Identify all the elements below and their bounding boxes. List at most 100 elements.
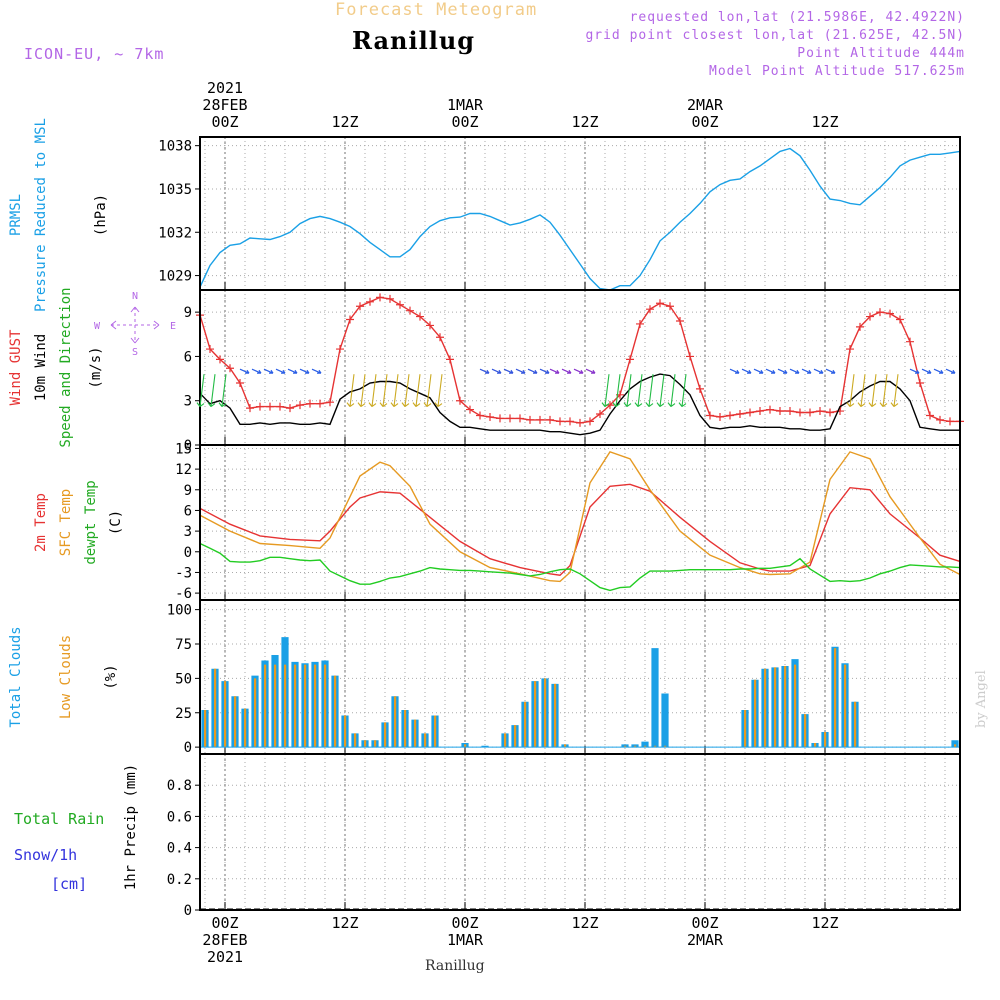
gust-marker <box>846 345 854 354</box>
time-label-bottom: 12Z <box>571 914 598 932</box>
y-tick-label: 50 <box>175 671 192 687</box>
model-point-altitude: Model Point Altitude 517.625m <box>709 64 965 79</box>
y-tick-label: 9 <box>184 483 192 499</box>
y-tick-label: -6 <box>175 586 192 602</box>
gust-marker <box>216 355 224 364</box>
time-label-top: 00Z <box>691 113 718 131</box>
low-cloud-bar <box>334 675 337 748</box>
gust-marker <box>806 408 814 417</box>
wind-speed-arrow <box>890 374 899 408</box>
gust-marker <box>276 402 284 411</box>
y-tick-label: 15 <box>175 441 192 457</box>
low-cloud-bar <box>664 745 667 748</box>
gust-marker <box>686 352 694 361</box>
low-cloud-bar <box>254 678 257 748</box>
time-label-top: 2MAR <box>687 96 724 114</box>
wind-speed-arrow <box>412 374 421 408</box>
gust-marker <box>546 415 554 424</box>
y-tick-label: 0 <box>184 545 192 561</box>
low-cloud-bar <box>624 745 627 748</box>
y-tick-label: 0 <box>184 438 192 454</box>
gust-marker <box>896 315 904 324</box>
gust-marker <box>636 319 644 328</box>
low-cloud-bar <box>534 681 537 748</box>
meteogram-faint-title: Forecast Meteogram <box>335 0 538 20</box>
wind-speed-arrow <box>368 374 377 408</box>
credit-watermark: by Angel <box>974 670 989 728</box>
compass-west-label: W <box>94 321 101 332</box>
wind-direction-arrow <box>549 368 560 374</box>
wind-speed-arrow <box>667 374 676 408</box>
compass-south-label: S <box>132 347 138 358</box>
wind-speed-arrow <box>379 374 388 408</box>
wind-direction-arrow <box>801 368 812 374</box>
wind-speed-arrow <box>423 374 432 408</box>
y-tick-label: 0 <box>184 740 192 756</box>
side-label: Low Clouds <box>58 635 74 719</box>
gust-marker <box>206 345 214 354</box>
low-cloud-bar <box>284 664 287 748</box>
wind-speed-arrow <box>390 374 399 408</box>
gust-marker <box>736 410 744 418</box>
low-cloud-bar <box>564 744 567 748</box>
y-tick-label: 100 <box>167 603 192 619</box>
gust-marker <box>416 312 424 321</box>
low-cloud-bar <box>424 733 427 748</box>
wind-direction-arrow <box>263 368 274 374</box>
low-cloud-bar <box>224 681 227 748</box>
gust-marker <box>936 415 944 424</box>
wind-direction-arrow <box>585 368 596 374</box>
y-tick-label: 0.8 <box>167 778 192 794</box>
low-cloud-bar <box>794 664 797 748</box>
low-cloud-bar <box>314 664 317 748</box>
low-cloud-bar <box>304 664 307 748</box>
wind-direction-arrow <box>765 368 776 374</box>
gust-marker <box>876 308 884 317</box>
gust-marker <box>436 333 444 342</box>
y-tick-label: 0.2 <box>167 872 192 888</box>
low-cloud-bar <box>854 701 857 748</box>
gust-marker <box>746 408 754 417</box>
time-label-bottom: 12Z <box>331 914 358 932</box>
series-line-dewpt-temp <box>199 542 961 592</box>
total-cloud-bar <box>661 693 669 748</box>
gust-marker <box>856 322 864 331</box>
wind-speed-arrow <box>879 374 888 408</box>
wind-direction-arrow <box>503 368 514 374</box>
wind-direction-arrow <box>777 368 788 374</box>
panel-frame-precip <box>199 753 961 911</box>
time-label-top: 28FEB <box>202 96 247 114</box>
gust-marker <box>796 408 804 417</box>
series-line-10m-wind <box>199 373 960 436</box>
side-label: (hPa) <box>93 194 109 236</box>
time-label-top: 12Z <box>571 113 598 131</box>
station-title: Ranillug <box>352 26 476 55</box>
y-tick-label: 1032 <box>158 225 192 241</box>
series-line-prmsl <box>199 147 961 291</box>
wind-speed-arrow <box>612 374 621 408</box>
side-label-snow-unit: [cm] <box>51 875 87 893</box>
side-label: (%) <box>103 664 119 689</box>
y-tick-label: 1038 <box>158 139 192 155</box>
wind-direction-arrow <box>275 368 286 374</box>
wind-direction-arrow <box>251 368 262 374</box>
gust-marker <box>586 417 594 426</box>
gust-marker <box>646 305 654 314</box>
side-label: SFC Temp <box>58 489 74 556</box>
gust-marker <box>886 309 894 318</box>
low-cloud-bar <box>634 745 637 748</box>
low-cloud-bar <box>274 664 277 748</box>
wind-speed-arrow <box>346 374 355 408</box>
gust-marker <box>946 417 954 426</box>
side-label: PRMSL <box>8 194 24 236</box>
gust-marker <box>236 379 244 387</box>
side-label: dewpt Temp <box>83 480 99 564</box>
time-label-top: 00Z <box>211 113 238 131</box>
gust-marker <box>456 396 464 405</box>
wind-direction-arrow <box>921 368 932 374</box>
gust-marker <box>576 418 584 427</box>
side-label: 2m Temp <box>33 493 49 552</box>
low-cloud-bar <box>294 664 297 748</box>
gust-marker <box>676 317 684 325</box>
gust-marker <box>866 312 874 321</box>
